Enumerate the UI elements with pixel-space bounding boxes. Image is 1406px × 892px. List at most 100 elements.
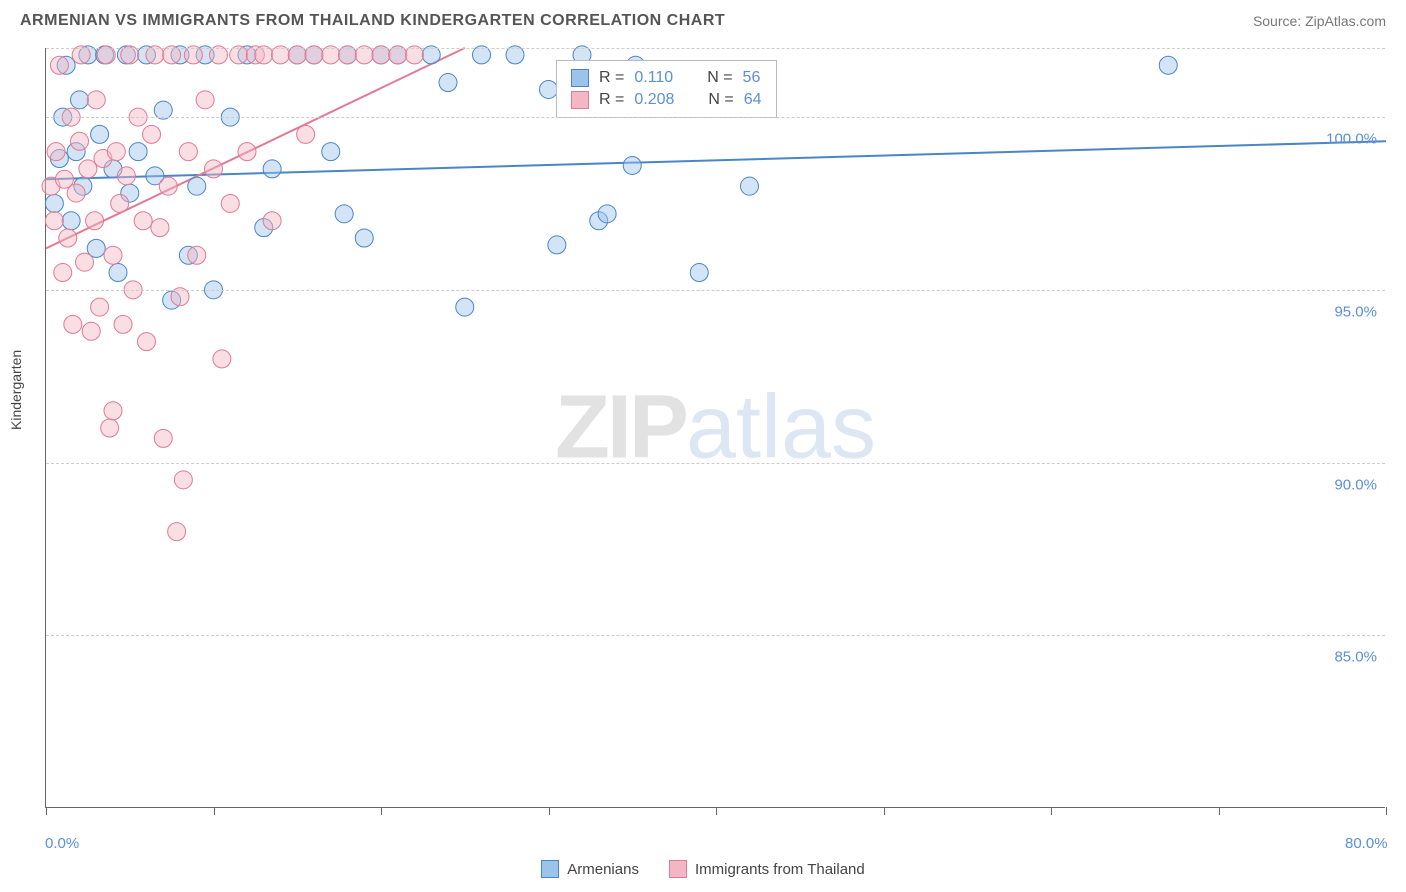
point-thailand	[117, 167, 135, 185]
stat-row: R = 0.208 N = 64	[571, 89, 762, 111]
point-thailand	[159, 177, 177, 195]
point-armenians	[355, 229, 373, 247]
point-thailand	[111, 194, 129, 212]
stat-n-value: 64	[744, 91, 762, 109]
x-tick-label: 80.0%	[1345, 835, 1388, 852]
x-tick	[549, 807, 550, 815]
point-thailand	[64, 315, 82, 333]
y-tick-label: 95.0%	[1334, 303, 1377, 320]
point-armenians	[439, 74, 457, 92]
point-armenians	[1159, 56, 1177, 74]
point-thailand	[82, 322, 100, 340]
source-label: Source: ZipAtlas.com	[1253, 13, 1386, 29]
point-thailand	[59, 229, 77, 247]
legend-item: Immigrants from Thailand	[669, 860, 865, 878]
point-thailand	[138, 333, 156, 351]
point-thailand	[196, 91, 214, 109]
stat-r-value: 0.208	[634, 91, 674, 109]
x-tick	[1386, 807, 1387, 815]
point-thailand	[45, 212, 63, 230]
gridline-h	[46, 463, 1385, 464]
point-thailand	[104, 402, 122, 420]
point-thailand	[168, 523, 186, 541]
stat-r-value: 0.110	[634, 69, 673, 87]
gridline-h	[46, 635, 1385, 636]
scatter-svg	[46, 48, 1385, 807]
point-thailand	[151, 219, 169, 237]
point-thailand	[221, 194, 239, 212]
point-armenians	[456, 298, 474, 316]
point-thailand	[174, 471, 192, 489]
point-thailand	[47, 143, 65, 161]
point-thailand	[213, 350, 231, 368]
x-tick	[716, 807, 717, 815]
correlation-stat-box: R = 0.110 N = 56 R = 0.208 N = 64	[556, 60, 777, 118]
point-thailand	[114, 315, 132, 333]
point-thailand	[71, 132, 89, 150]
point-thailand	[54, 264, 72, 282]
point-thailand	[143, 125, 161, 143]
x-tick-label: 0.0%	[45, 835, 79, 852]
point-thailand	[79, 160, 97, 178]
gridline-h	[46, 117, 1385, 118]
stat-n-label: N =	[708, 91, 733, 109]
point-armenians	[263, 160, 281, 178]
gridline-h	[46, 48, 1385, 49]
stat-row: R = 0.110 N = 56	[571, 67, 762, 89]
point-armenians	[71, 91, 89, 109]
gridline-h	[46, 290, 1385, 291]
point-armenians	[109, 264, 127, 282]
x-tick	[1219, 807, 1220, 815]
stat-n-value: 56	[743, 69, 761, 87]
y-tick-label: 90.0%	[1334, 476, 1377, 493]
point-armenians	[548, 236, 566, 254]
point-thailand	[297, 125, 315, 143]
point-thailand	[101, 419, 119, 437]
chart-plot-area: ZIPatlas R =0.110N =56R =0.208N =64 85.0…	[45, 48, 1385, 808]
point-thailand	[263, 212, 281, 230]
legend-label: Immigrants from Thailand	[695, 861, 865, 878]
point-thailand	[104, 246, 122, 264]
stat-swatch	[571, 91, 589, 109]
point-thailand	[154, 429, 172, 447]
point-armenians	[91, 125, 109, 143]
x-tick	[46, 807, 47, 815]
legend-swatch	[669, 860, 687, 878]
point-thailand	[238, 143, 256, 161]
legend-item: Armenians	[541, 860, 639, 878]
point-thailand	[67, 184, 85, 202]
legend-label: Armenians	[567, 861, 639, 878]
point-thailand	[107, 143, 125, 161]
point-armenians	[129, 143, 147, 161]
y-tick-label: 100.0%	[1326, 131, 1377, 148]
point-armenians	[62, 212, 80, 230]
point-thailand	[87, 91, 105, 109]
stat-r-label: R =	[599, 69, 624, 87]
y-axis-label: Kindergarten	[8, 350, 24, 430]
point-thailand	[188, 246, 206, 264]
legend-swatch	[541, 860, 559, 878]
point-thailand	[91, 298, 109, 316]
point-armenians	[690, 264, 708, 282]
point-thailand	[76, 253, 94, 271]
stat-n-label: N =	[707, 69, 732, 87]
bottom-legend: Armenians Immigrants from Thailand	[0, 860, 1406, 878]
point-thailand	[205, 160, 223, 178]
point-thailand	[179, 143, 197, 161]
point-armenians	[188, 177, 206, 195]
stat-r-label: R =	[599, 91, 624, 109]
y-tick-label: 85.0%	[1334, 649, 1377, 666]
stat-swatch	[571, 69, 589, 87]
x-tick	[1051, 807, 1052, 815]
chart-header: ARMENIAN VS IMMIGRANTS FROM THAILAND KIN…	[0, 0, 1406, 38]
x-tick	[884, 807, 885, 815]
point-thailand	[86, 212, 104, 230]
point-armenians	[45, 194, 63, 212]
point-armenians	[598, 205, 616, 223]
point-armenians	[322, 143, 340, 161]
point-armenians	[335, 205, 353, 223]
point-armenians	[741, 177, 759, 195]
point-thailand	[134, 212, 152, 230]
point-armenians	[540, 80, 558, 98]
point-armenians	[623, 156, 641, 174]
